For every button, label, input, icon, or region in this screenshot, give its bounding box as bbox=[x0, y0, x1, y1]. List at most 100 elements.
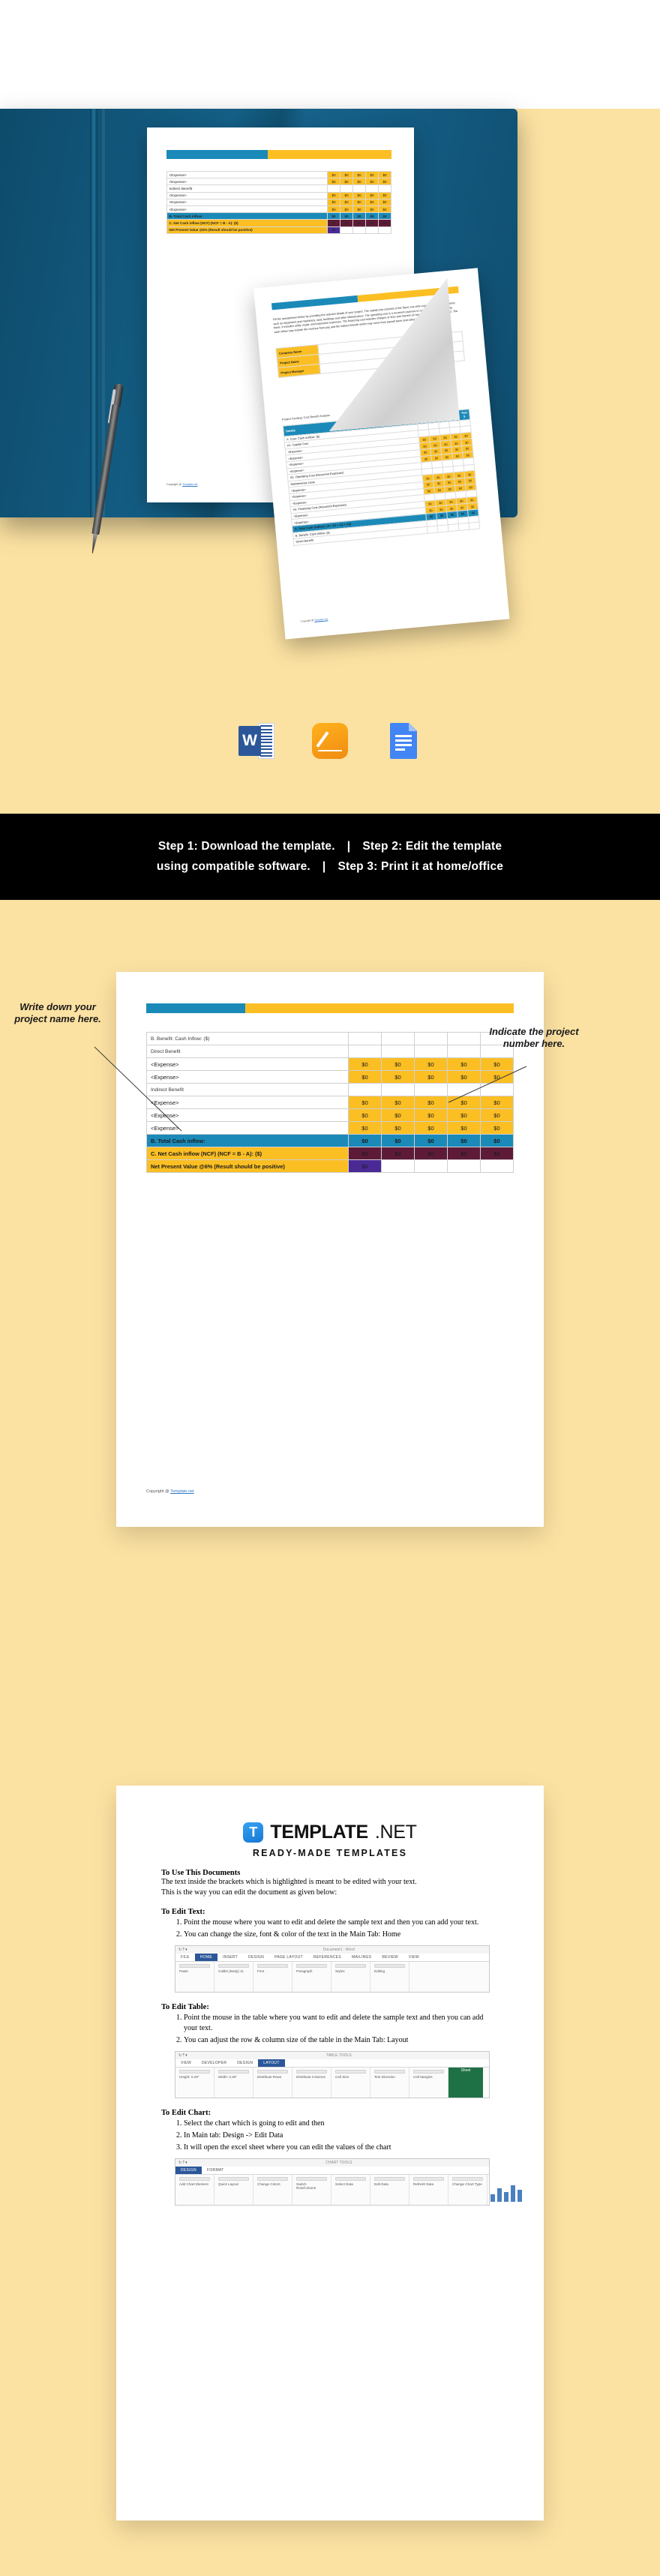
ribbon-group-text-direction[interactable]: Text Direction bbox=[370, 2068, 410, 2098]
ribbon-control[interactable] bbox=[179, 2177, 210, 2181]
ribbon-group-label: Cell Size bbox=[335, 2075, 350, 2079]
instructions-section: T TEMPLATE .NET READY-MADE TEMPLATES To … bbox=[0, 1714, 660, 2576]
ribbon-control[interactable] bbox=[179, 2070, 210, 2074]
table-row: <Expense>$0$0$0$0$0 bbox=[166, 205, 392, 214]
ribbon-group-distribute-columns[interactable]: Distribute Columns bbox=[292, 2068, 332, 2098]
ribbon-group-select-data[interactable]: Select Data bbox=[332, 2175, 370, 2205]
ribbon-group-label: Paste bbox=[179, 1969, 188, 1973]
ribbon-group-paragraph[interactable]: Paragraph bbox=[292, 1962, 332, 1992]
ribbon-control[interactable] bbox=[335, 2177, 366, 2181]
ribbon-tab-page-layout[interactable]: PAGE LAYOUT bbox=[274, 1955, 303, 1960]
row-cell bbox=[378, 226, 392, 234]
row-cell: $0 bbox=[340, 212, 353, 220]
row-cell bbox=[447, 1159, 481, 1173]
ribbon-tab-design[interactable]: DESIGN bbox=[248, 1955, 264, 1960]
copyright-link[interactable]: Template.net bbox=[170, 1489, 194, 1494]
quick-access-toolbar-icon[interactable]: ↻ ⤒ ▾ bbox=[178, 2053, 188, 2058]
ribbon-control[interactable] bbox=[218, 2177, 249, 2181]
quick-access-toolbar-icon[interactable]: ↻ ⤒ ▾ bbox=[178, 1948, 188, 1952]
row-cell bbox=[414, 1159, 448, 1173]
ribbon-control[interactable] bbox=[218, 2070, 249, 2074]
row-cell bbox=[480, 1032, 514, 1045]
row-cell: $0 bbox=[352, 191, 366, 199]
ribbon-group-quick-layout[interactable]: Quick Layout bbox=[214, 2175, 254, 2205]
ribbon-group-font[interactable]: Font bbox=[254, 1962, 292, 1992]
quick-access-toolbar-icon[interactable]: ↻ ⤒ ▾ bbox=[178, 2161, 188, 2165]
ribbon-tab-mailings[interactable]: MAILINGS bbox=[352, 1955, 372, 1960]
ribbon-group-calibri-body-11[interactable]: Calibri (Body) 11 bbox=[214, 1962, 254, 1992]
ribbon-control[interactable] bbox=[257, 1964, 288, 1968]
ribbon-control[interactable] bbox=[296, 1964, 327, 1968]
ribbon-group-paste[interactable]: Paste bbox=[176, 1962, 214, 1992]
ribbon-group-change-colors[interactable]: Change Colors bbox=[254, 2175, 292, 2205]
ribbon-tab-developer[interactable]: DEVELOPER bbox=[201, 2061, 227, 2065]
ribbon-tab-view[interactable]: VIEW bbox=[181, 2061, 191, 2065]
ribbon-group-distribute-rows[interactable]: Distribute Rows bbox=[254, 2068, 292, 2098]
ribbon-tab-references[interactable]: REFERENCES bbox=[313, 1955, 342, 1960]
ribbon-mock-layout[interactable]: ↻ ⤒ ▾ TABLE TOOLS VIEW DEVELOPER DESIGN LAYOU… bbox=[175, 2051, 490, 2098]
ribbon-group-height-0-29-[interactable]: Height: 0.29" bbox=[176, 2068, 214, 2098]
ribbon-tab-insert[interactable]: INSERT bbox=[222, 1955, 238, 1960]
google-docs-icon[interactable] bbox=[384, 721, 423, 760]
ribbon-control[interactable] bbox=[374, 2070, 405, 2074]
ribbon-tab-view[interactable]: VIEW bbox=[408, 1955, 419, 1960]
ribbon-control[interactable] bbox=[335, 2070, 366, 2074]
ribbon-tabs: VIEW DEVELOPER DESIGN LAYOUT bbox=[176, 2059, 489, 2068]
ribbon-control[interactable] bbox=[452, 2177, 483, 2181]
ribbon-tab-design[interactable]: DESIGN bbox=[237, 2061, 254, 2065]
ribbon-group-edit-data[interactable]: Edit Data bbox=[370, 2175, 410, 2205]
ribbon-tab-home[interactable]: HOME bbox=[194, 1954, 218, 1961]
ribbon-control[interactable] bbox=[374, 2177, 405, 2181]
row-cell: $0 bbox=[340, 178, 353, 186]
row-cell bbox=[414, 1045, 448, 1058]
row-cell: $0 bbox=[480, 1121, 514, 1135]
ribbon-group-switch-row-column[interactable]: Switch Row/Column bbox=[292, 2175, 332, 2205]
ribbon-tab-review[interactable]: REVIEW bbox=[382, 1955, 398, 1960]
ribbon-control[interactable] bbox=[218, 1964, 249, 1968]
copyright-link[interactable]: Template.net bbox=[182, 483, 198, 486]
steps-line-1: Step 1: Download the template. | Step 2:… bbox=[158, 840, 502, 853]
ribbon-tab-design[interactable]: DESIGN bbox=[176, 2167, 202, 2174]
instruction-list-item: Point the mouse in the table where you w… bbox=[184, 2013, 499, 2034]
ribbon-group-cell-size[interactable]: Cell Size bbox=[332, 2068, 370, 2098]
ribbon-control[interactable] bbox=[335, 1964, 366, 1968]
ribbon-control[interactable] bbox=[374, 1964, 405, 1968]
step-2-label: Step 2: Edit the template bbox=[362, 840, 502, 853]
ribbon-mock-chart[interactable]: ↻ ⤒ ▾ CHART TOOLS DESIGN FORMAT Add Chart El… bbox=[175, 2158, 522, 2206]
ribbon-group-styles[interactable]: Styles bbox=[332, 1962, 370, 1992]
instruction-list-item: You can adjust the row & column size of … bbox=[184, 2035, 499, 2046]
ribbon-mock-home[interactable]: ↻ ⤒ ▾ Document1 - Word FILE HOME INSERT DESIG… bbox=[175, 1945, 490, 1993]
row-cell bbox=[327, 184, 340, 193]
row-cell: $0 bbox=[414, 1096, 448, 1109]
instruction-heading: To Edit Text: bbox=[161, 1908, 206, 1916]
ribbon-control[interactable] bbox=[257, 2177, 288, 2181]
ribbon-group-change-chart-type[interactable]: Change Chart Type bbox=[448, 2175, 488, 2205]
row-label: Net Present Value @6% (Result should be … bbox=[146, 1159, 349, 1173]
ribbon-control[interactable] bbox=[296, 2177, 327, 2181]
ribbon-title: Document1 - Word bbox=[322, 1948, 355, 1952]
copyright-link[interactable]: Template.net bbox=[314, 617, 328, 622]
ribbon-control[interactable] bbox=[413, 2070, 444, 2074]
table-row: Indirect Benefit bbox=[146, 1083, 514, 1096]
pen-tip bbox=[90, 534, 98, 554]
ribbon-group-editing[interactable]: Editing bbox=[370, 1962, 410, 1992]
ribbon-group-cell-margins[interactable]: Cell Margins bbox=[410, 2068, 448, 2098]
ribbon-group-add-chart-element[interactable]: Add Chart Element bbox=[176, 2175, 214, 2205]
apple-pages-icon[interactable] bbox=[310, 721, 350, 760]
ribbon-control[interactable] bbox=[296, 2070, 327, 2074]
ribbon-control[interactable] bbox=[257, 2070, 288, 2074]
row-cell bbox=[414, 1032, 448, 1045]
ribbon-control[interactable] bbox=[413, 2177, 444, 2181]
row-label: C. Net Cash inflow (NCF) (NCF = B - A): … bbox=[146, 1147, 349, 1160]
ribbon-tab-format[interactable]: FORMAT bbox=[206, 2168, 224, 2173]
microsoft-word-icon[interactable]: W bbox=[237, 721, 276, 760]
ribbon-tab-file[interactable]: FILE bbox=[181, 1955, 190, 1960]
row-label: Indirect Benefit bbox=[146, 1083, 349, 1096]
ribbon-tab-layout[interactable]: LAYOUT bbox=[258, 2059, 285, 2067]
row-cell: $0 bbox=[378, 191, 392, 199]
ribbon-group-refresh-data[interactable]: Refresh Data bbox=[410, 2175, 448, 2205]
row-cell bbox=[447, 1032, 481, 1045]
ribbon-group-width-3-25-[interactable]: Width: 3.25" bbox=[214, 2068, 254, 2098]
row-cell: $0 bbox=[414, 1057, 448, 1071]
ribbon-control[interactable] bbox=[179, 1964, 210, 1968]
